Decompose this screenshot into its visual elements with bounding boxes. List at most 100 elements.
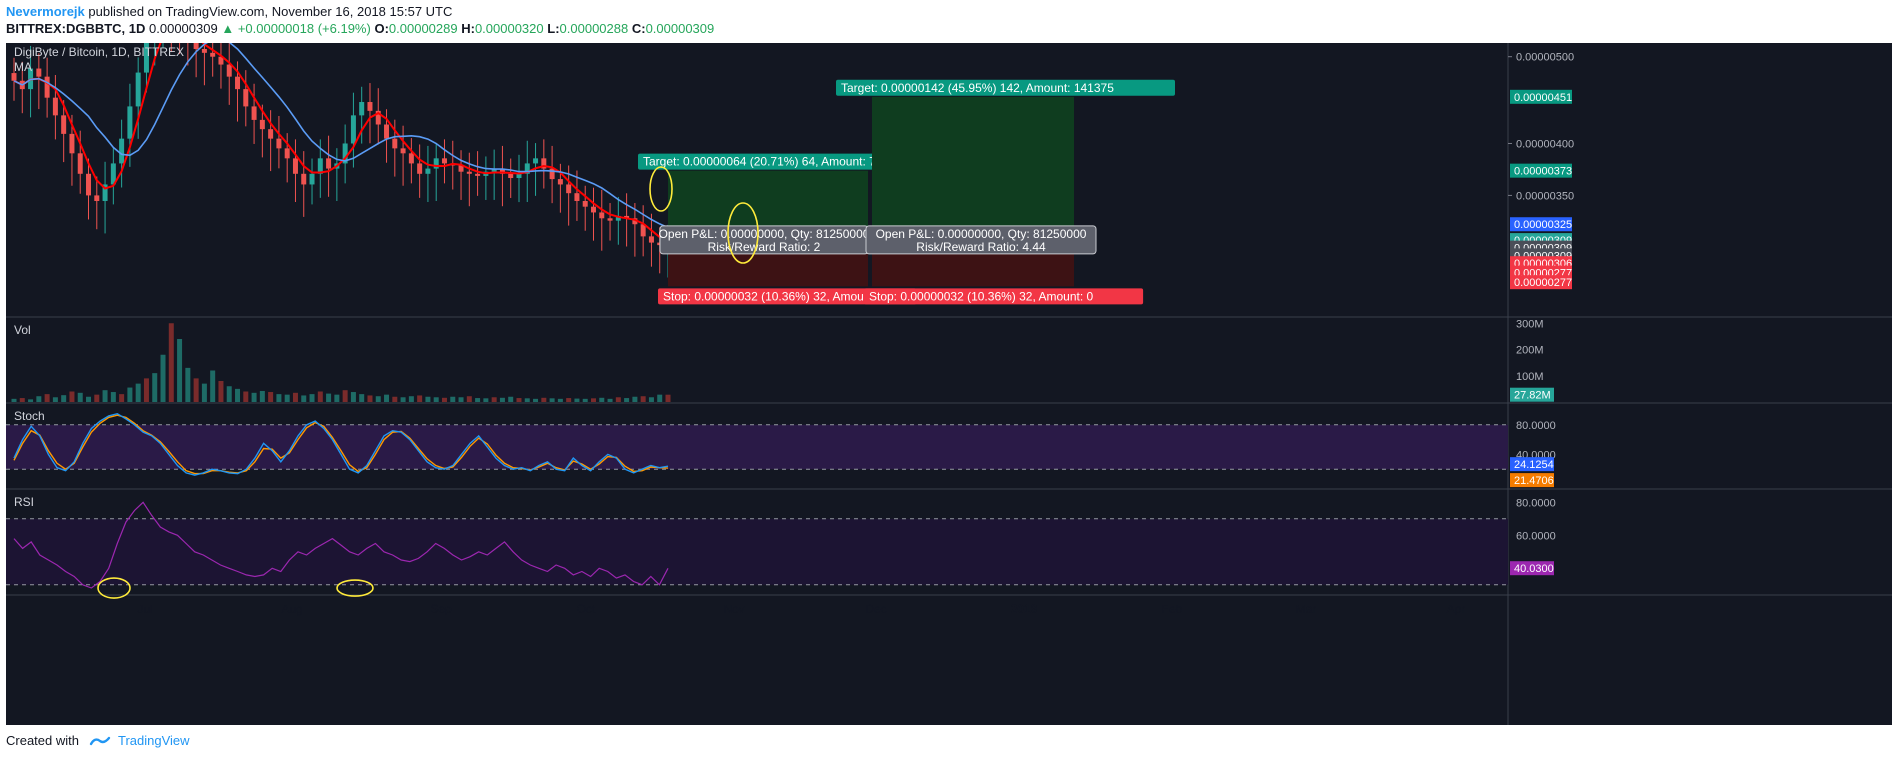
candle-body	[433, 158, 439, 169]
chart-title: DigiByte / Bitcoin, 1D, BITTREX	[14, 45, 184, 59]
volume-bar	[334, 394, 340, 402]
rsi-tick-label: 60.0000	[1516, 530, 1556, 542]
volume-bar	[359, 394, 365, 402]
rsi-label: RSI	[14, 495, 34, 509]
candle-body	[135, 72, 141, 107]
open-value: 0.00000289	[388, 21, 458, 36]
candle-body	[408, 153, 414, 164]
price-badge: 0.00000277	[1514, 277, 1572, 289]
stoch-tick-label: 80.0000	[1516, 420, 1556, 432]
tradingview-link[interactable]: TradingView	[118, 733, 190, 748]
close-value: 0.00000309	[645, 21, 715, 36]
rsi-band	[6, 518, 1508, 585]
candle-body	[466, 171, 472, 174]
volume-bar	[574, 398, 580, 402]
candle-body	[566, 184, 572, 194]
price-badge-box	[1510, 89, 1572, 104]
candle-body	[533, 158, 539, 164]
volume-bar	[524, 398, 530, 402]
volume-bar	[458, 397, 464, 402]
candle-body	[69, 133, 75, 154]
volume-bar	[61, 395, 67, 402]
candle-body	[557, 179, 563, 185]
position-stop-label: Stop: 0.00000032 (10.36%) 32, Amount: 0	[869, 289, 1093, 303]
position-target-label: Target: 0.00000142 (45.95%) 142, Amount:…	[841, 81, 1114, 95]
volume-badge-box	[1510, 387, 1554, 402]
candle-body	[259, 119, 265, 130]
candle-body	[102, 184, 108, 202]
volume-bar	[317, 391, 323, 402]
volume-bar	[309, 394, 315, 402]
candle-body	[475, 173, 481, 176]
up-arrow-icon: ▲	[221, 21, 235, 36]
time-tick-label: Oct	[577, 602, 596, 616]
position-stats: Open P&L: 0.00000000, Qty: 81250000	[659, 227, 870, 241]
candle-body	[284, 148, 290, 159]
candle-body	[127, 106, 133, 139]
volume-bar	[533, 398, 539, 402]
volume-bar	[160, 354, 166, 402]
volume-bar	[375, 396, 381, 402]
candle-body	[86, 173, 92, 196]
volume-bar	[632, 396, 638, 402]
volume-bar	[657, 394, 663, 402]
symbol-label: BITTREX:DGBBTC, 1D	[6, 21, 146, 36]
high-label: H:	[461, 21, 475, 36]
volume-bar	[624, 398, 630, 402]
rsi-badge: 40.0300	[1514, 563, 1554, 575]
chart-area[interactable]: Target: 0.00000064 (20.71%) 64, Amount: …	[6, 43, 1892, 725]
high-value: 0.00000320	[474, 21, 544, 36]
volume-badge: 27.82M	[1514, 390, 1551, 402]
volume-bar	[218, 381, 224, 402]
volume-bar	[127, 387, 133, 402]
position-stop-label-box	[658, 288, 917, 305]
candle-body	[367, 102, 373, 111]
price-badge: 0.00000451	[1514, 92, 1572, 104]
candle-body	[648, 236, 654, 243]
author-link[interactable]: Nevermorejk	[6, 4, 85, 19]
position-stats-box	[865, 225, 1097, 255]
volume-tick-label: 300M	[1516, 318, 1544, 330]
volume-bar	[400, 397, 406, 402]
volume-bar	[408, 396, 414, 402]
candle-body	[607, 218, 613, 221]
chart-canvas[interactable]: Target: 0.00000064 (20.71%) 64, Amount: …	[6, 43, 1892, 725]
candle-body	[359, 102, 365, 116]
volume-bar	[508, 396, 514, 402]
candle-body	[11, 73, 17, 81]
volume-bar	[342, 390, 348, 402]
candle-body	[61, 115, 67, 134]
volume-bar	[251, 392, 257, 402]
volume-tick-label: 100M	[1516, 371, 1544, 383]
price-badge: 0.00000373	[1514, 166, 1572, 178]
time-tick-label: Aug	[281, 602, 302, 616]
volume-bar	[235, 388, 241, 402]
volume-bar	[648, 397, 654, 402]
volume-bar	[110, 392, 116, 402]
candle-body	[292, 158, 298, 174]
candle-body	[508, 173, 514, 179]
candle-body	[251, 106, 257, 120]
volume-bar	[276, 394, 282, 402]
ma-slow-line	[13, 43, 669, 229]
volume-bar	[168, 323, 174, 402]
volume-bar	[77, 392, 83, 402]
candle-body	[268, 129, 274, 139]
candle-body	[77, 153, 83, 174]
volume-bar	[226, 386, 232, 402]
volume-bar	[69, 391, 75, 402]
volume-bar	[640, 396, 646, 402]
annotation-circle	[336, 579, 374, 597]
position-ratio: Risk/Reward Ratio: 4.44	[916, 240, 1046, 254]
footer: Created with TradingView	[6, 733, 190, 748]
volume-bar	[94, 394, 100, 402]
volume-bar	[119, 394, 125, 402]
volume-tick-label: 200M	[1516, 345, 1544, 357]
candle-body	[301, 173, 307, 185]
volume-bar	[292, 392, 298, 402]
volume-bar	[417, 395, 423, 402]
volume-bar	[549, 398, 555, 402]
chart-background	[6, 43, 1508, 725]
candle-body	[119, 138, 125, 164]
volume-bar	[193, 378, 199, 402]
